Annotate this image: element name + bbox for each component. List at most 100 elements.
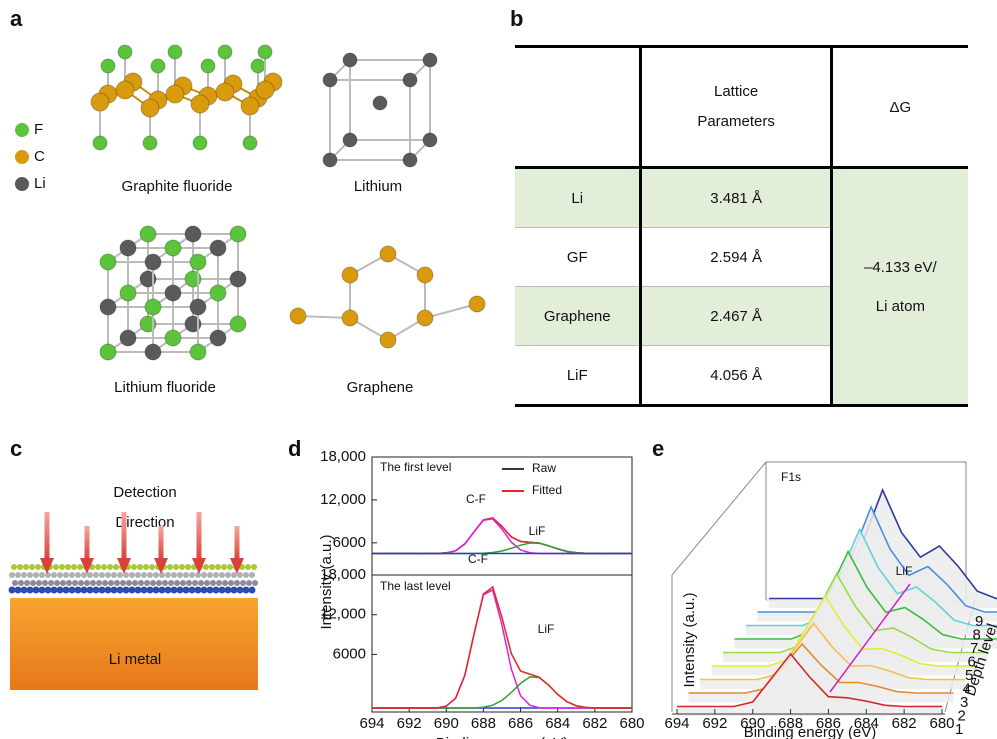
x-tick-label: 690 [434,715,459,732]
molecule [17,564,23,570]
atom [201,59,215,73]
table-header: Lattice Parameters ΔG [515,47,968,168]
molecule [48,580,54,586]
molecule [249,587,256,594]
structures [91,45,485,360]
molecule [252,580,258,586]
molecule [111,572,117,578]
molecule [33,587,40,594]
atom [258,45,272,59]
arrow-shaft [159,526,164,560]
molecule [113,564,119,570]
molecule [57,572,63,578]
atom [100,299,116,315]
annotation: LiF [896,564,913,578]
x-tick-label: 680 [929,715,954,732]
molecule [60,580,66,586]
atom [241,97,259,115]
panel-label: d [288,436,301,461]
molecule [141,587,148,594]
y-tick-label: 6000 [333,645,366,662]
x-tick-label: 680 [619,715,644,732]
molecule [179,564,185,570]
series-line [372,518,632,554]
li-metal [10,598,258,690]
molecule [102,580,108,586]
molecule [123,587,130,594]
y-tick-label: 18,000 [320,448,366,465]
molecule [207,572,213,578]
series-line [372,677,632,708]
legend-label: F [34,121,43,138]
atom [343,53,357,67]
series-line [372,519,632,554]
series-line [372,518,632,554]
molecule [195,572,201,578]
molecule [120,580,126,586]
atom [193,136,207,150]
molecule [137,564,143,570]
molecule [54,580,60,586]
y-tick-label: 6000 [333,534,366,551]
panel-label: e [652,436,664,461]
molecule [225,572,231,578]
molecule [96,580,102,586]
chart: 694692690688686684682680123456789Depth l… [664,470,997,739]
molecule [33,572,39,578]
atom [342,310,358,326]
arrow-shaft [85,526,90,560]
molecule [135,572,141,578]
cell-text: Li atom [833,298,968,315]
molecule [221,564,227,570]
molecule [65,564,71,570]
molecule [177,587,184,594]
atom [403,73,417,87]
molecule [171,572,177,578]
x-tick-label: 694 [664,715,689,732]
molecule [45,572,51,578]
atom [230,271,246,287]
atom [120,285,136,301]
panel-label: b [510,6,523,31]
atom [423,53,437,67]
molecule [141,572,147,578]
arrow-shaft [197,512,202,560]
molecule [228,580,234,586]
molecule [84,580,90,586]
atom [151,59,165,73]
x-tick-label: 688 [471,715,496,732]
cell: 2.594 Å [641,228,831,287]
molecule [24,580,30,586]
molecule [111,587,118,594]
atom [116,81,134,99]
panel-text: F1s [781,470,801,484]
molecule [153,587,160,594]
molecule [201,572,207,578]
molecule [243,587,250,594]
molecule [185,564,191,570]
molecule [107,564,113,570]
molecule [215,564,221,570]
molecule [156,580,162,586]
molecule [63,572,69,578]
molecule [143,564,149,570]
molecule [87,587,94,594]
cell: 2.467 Å [641,287,831,346]
cell: Graphene [515,287,641,346]
molecule [90,580,96,586]
atom [141,99,159,117]
structure-label: Graphene [347,379,414,396]
legend-atom [15,150,29,164]
annotation: LiF [538,622,555,636]
panel-label: c [10,436,22,461]
molecule [93,587,100,594]
molecule [63,587,70,594]
atom [165,240,181,256]
molecule [227,564,233,570]
atom [185,226,201,242]
molecule [30,580,36,586]
molecule [39,572,45,578]
table: Lattice Parameters ΔG Li 3.481 Å –4.133 … [515,45,968,407]
atom [168,45,182,59]
atom [230,226,246,242]
